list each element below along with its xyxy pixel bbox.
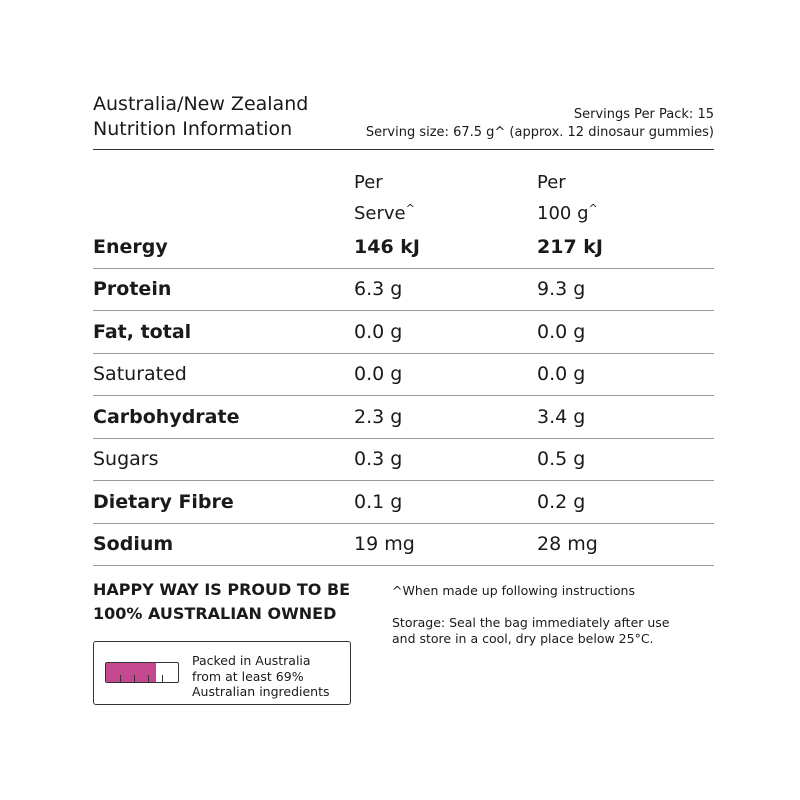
column-header-per-serve: Per Serve^	[354, 170, 415, 227]
nutrient-name: Fat, total	[93, 320, 192, 343]
nutrient-name: Sugars	[93, 448, 159, 471]
table-row: Carbohydrate 2.3 g 3.4 g	[93, 396, 714, 439]
australian-ingredients-bar	[105, 662, 179, 683]
per-100g-line-1: Per	[537, 172, 566, 193]
per-serve-value: 19 mg	[354, 533, 415, 556]
per-serve-value: 0.3 g	[354, 448, 403, 471]
ownership-statement: HAPPY WAY IS PROUD TO BE 100% AUSTRALIAN…	[93, 578, 350, 626]
bar-tick	[120, 675, 121, 682]
servings-per-pack: Servings Per Pack: 15	[573, 107, 714, 122]
bar-tick	[148, 675, 149, 682]
title-block: Australia/New Zealand Nutrition Informat…	[93, 92, 308, 142]
table-row: Protein 6.3 g 9.3 g	[93, 269, 714, 311]
nutrient-name: Saturated	[93, 363, 187, 386]
per-serve-line-2: Serve^	[354, 202, 415, 224]
nutrient-name: Sodium	[93, 533, 174, 556]
nutrition-table: Energy 146 kJ 217 kJ Protein 6.3 g 9.3 g…	[93, 226, 714, 566]
australian-ingredients-bar-fill	[106, 663, 156, 682]
table-row: Saturated 0.0 g 0.0 g	[93, 354, 714, 396]
origin-text: Packed in Australia from at least 69% Au…	[192, 653, 330, 700]
per-100g-value: 0.2 g	[537, 490, 586, 513]
per-100g-value: 3.4 g	[537, 405, 586, 428]
nutrient-name: Energy	[93, 235, 168, 258]
nutrient-name: Protein	[93, 278, 172, 301]
nutrient-name: Carbohydrate	[93, 405, 240, 428]
nutrient-name: Dietary Fibre	[93, 490, 234, 513]
per-100g-line-2: 100 g^	[537, 202, 598, 224]
bar-tick	[134, 675, 135, 682]
ownership-line-1: HAPPY WAY IS PROUD TO BE	[93, 580, 351, 599]
bar-tick	[162, 675, 163, 682]
country-of-origin-label: Packed in Australia from at least 69% Au…	[93, 641, 351, 705]
ownership-line-2: 100% AUSTRALIAN OWNED	[93, 604, 337, 623]
storage-note: Storage: Seal the bag immediately after …	[392, 615, 722, 648]
table-row: Fat, total 0.0 g 0.0 g	[93, 311, 714, 354]
title-line-2: Nutrition Information	[93, 118, 293, 140]
title-line-1: Australia/New Zealand	[93, 93, 309, 115]
per-serve-value: 2.3 g	[354, 405, 403, 428]
per-serve-value: 0.1 g	[354, 490, 403, 513]
origin-line-2: from at least 69%	[192, 668, 304, 684]
column-header-per-100g: Per 100 g^	[537, 170, 598, 227]
per-100g-value: 217 kJ	[537, 235, 603, 258]
table-row: Dietary Fibre 0.1 g 0.2 g	[93, 481, 714, 524]
top-divider	[93, 149, 714, 150]
per-100g-value: 0.0 g	[537, 320, 586, 343]
per-100g-value: 0.0 g	[537, 363, 586, 386]
origin-line-3: Australian ingredients	[192, 684, 330, 699]
table-row: Energy 146 kJ 217 kJ	[93, 226, 714, 269]
per-100g-value: 9.3 g	[537, 278, 586, 301]
per-serve-value: 0.0 g	[354, 320, 403, 343]
caret-note: ^When made up following instructions	[392, 583, 635, 598]
table-row: Sodium 19 mg 28 mg	[93, 524, 714, 566]
table-row: Sugars 0.3 g 0.5 g	[93, 439, 714, 481]
per-serve-line-1: Per	[354, 172, 383, 193]
notes: ^When made up following instructions Sto…	[392, 583, 722, 648]
per-serve-value: 146 kJ	[354, 235, 420, 258]
serving-info: Servings Per Pack: 15 Serving size: 67.5…	[366, 106, 714, 142]
storage-line-2: and store in a cool, dry place below 25°…	[392, 631, 654, 646]
per-100g-value: 0.5 g	[537, 448, 586, 471]
serving-size: Serving size: 67.5 g^ (approx. 12 dinosa…	[365, 125, 714, 140]
storage-line-1: Storage: Seal the bag immediately after …	[392, 614, 670, 630]
per-100g-value: 28 mg	[537, 533, 598, 556]
per-serve-value: 0.0 g	[354, 363, 403, 386]
per-serve-value: 6.3 g	[354, 278, 403, 301]
origin-line-1: Packed in Australia	[192, 653, 311, 668]
